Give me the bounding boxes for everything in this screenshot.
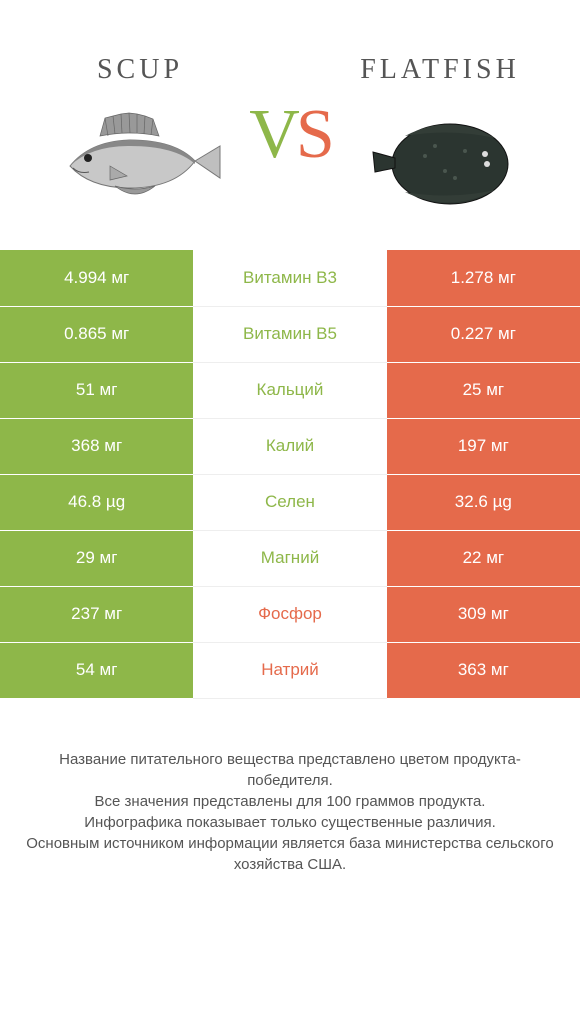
table-row: 0.865 мгВитамин B50.227 мг [0,306,580,362]
header-left: Scup [40,54,240,216]
nutrient-label: Калий [193,418,386,474]
left-value: 54 мг [0,642,193,698]
right-value: 1.278 мг [387,250,580,306]
vs-letter-v: V [249,96,296,173]
left-value: 4.994 мг [0,250,193,306]
table-row: 51 мгКальций25 мг [0,362,580,418]
nutrient-label: Селен [193,474,386,530]
table-row: 4.994 мгВитамин B31.278 мг [0,250,580,306]
nutrient-label: Магний [193,530,386,586]
nutrient-label: Витамин B3 [193,250,386,306]
footer-line: Основным источником информации является … [20,833,560,875]
vs-letter-s: S [296,96,331,173]
right-value: 25 мг [387,362,580,418]
table-row: 237 мгФосфор309 мг [0,586,580,642]
footer-notes: Название питательного вещества представл… [0,699,580,875]
right-value: 309 мг [387,586,580,642]
footer-line: Инфографика показывает только существенн… [20,812,560,833]
left-food-title: Scup [97,54,183,86]
footer-line: Все значения представлены для 100 граммо… [20,791,560,812]
left-value: 46.8 µg [0,474,193,530]
scup-fish-icon [55,106,225,216]
nutrient-label: Витамин B5 [193,306,386,362]
left-value: 237 мг [0,586,193,642]
header: Scup VS Flatfish [0,0,580,250]
nutrient-label: Натрий [193,642,386,698]
right-value: 0.227 мг [387,306,580,362]
nutrient-label: Кальций [193,362,386,418]
flatfish-icon [355,106,525,216]
table-row: 368 мгКалий197 мг [0,418,580,474]
table-row: 29 мгМагний22 мг [0,530,580,586]
table-row: 46.8 µgСелен32.6 µg [0,474,580,530]
right-value: 22 мг [387,530,580,586]
header-right: Flatfish [340,54,540,216]
left-value: 51 мг [0,362,193,418]
right-value: 32.6 µg [387,474,580,530]
left-value: 0.865 мг [0,306,193,362]
table-row: 54 мгНатрий363 мг [0,642,580,698]
left-value: 368 мг [0,418,193,474]
left-value: 29 мг [0,530,193,586]
vs-badge: VS [249,95,331,175]
nutrition-table: 4.994 мгВитамин B31.278 мг0.865 мгВитами… [0,250,580,699]
right-value: 363 мг [387,642,580,698]
nutrient-label: Фосфор [193,586,386,642]
right-value: 197 мг [387,418,580,474]
right-food-title: Flatfish [360,54,520,86]
footer-line: Название питательного вещества представл… [20,749,560,791]
